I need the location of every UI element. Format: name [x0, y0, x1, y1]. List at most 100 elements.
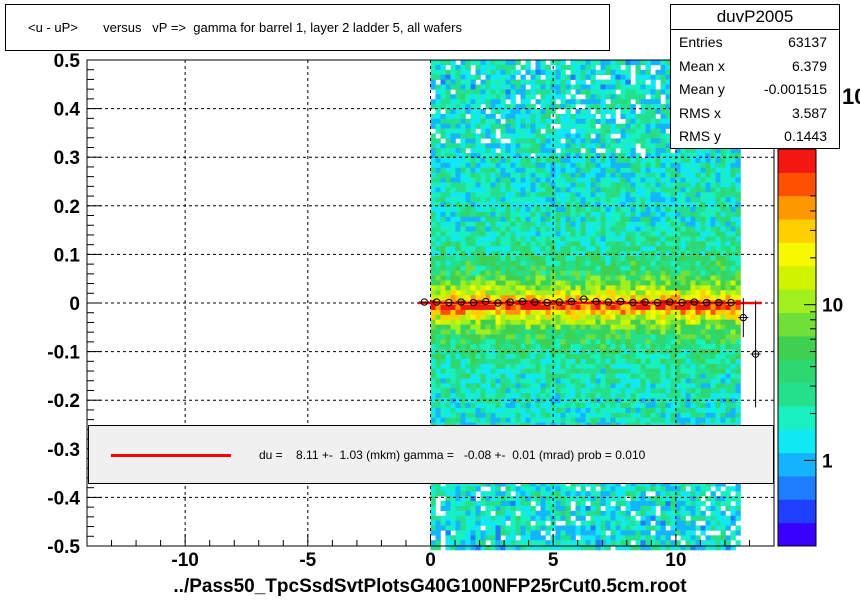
heatmap-cell	[580, 187, 586, 193]
heatmap-cell	[635, 256, 641, 262]
heatmap-cell	[685, 358, 691, 365]
heatmap-cell	[480, 246, 486, 252]
heatmap-cell	[555, 270, 561, 276]
heatmap-cell	[520, 309, 526, 316]
heatmap-cell	[445, 138, 451, 144]
heatmap-cell	[680, 182, 686, 188]
heatmap-cell	[615, 358, 621, 365]
heatmap-cell	[630, 290, 636, 296]
heatmap-cell	[590, 275, 596, 281]
heatmap-cell	[655, 354, 661, 360]
heatmap-cell	[645, 187, 651, 193]
heatmap-cell	[645, 226, 651, 232]
heatmap-cell	[680, 339, 686, 345]
heatmap-cell	[570, 64, 576, 71]
heatmap-cell	[550, 403, 556, 409]
heatmap-cell	[645, 153, 651, 159]
heatmap-cell	[670, 275, 676, 281]
heatmap-cell	[655, 324, 661, 330]
heatmap-cell	[575, 309, 581, 316]
heatmap-cell	[450, 241, 456, 247]
heatmap-cell	[665, 113, 671, 120]
heatmap-cell	[580, 545, 586, 551]
heatmap-cell	[450, 383, 456, 389]
heatmap-cell	[660, 383, 666, 389]
heatmap-cell	[640, 349, 646, 355]
heatmap-cell	[580, 344, 586, 350]
heatmap-cell	[430, 158, 436, 164]
heatmap-cell	[660, 290, 666, 296]
heatmap-cell	[450, 187, 456, 193]
heatmap-cell	[615, 270, 621, 276]
heatmap-cell	[490, 305, 496, 311]
heatmap-cell	[600, 172, 606, 178]
heatmap-cell	[655, 260, 661, 267]
heatmap-cell	[665, 481, 671, 487]
heatmap-cell	[565, 412, 571, 418]
heatmap-cell	[530, 118, 536, 124]
heatmap-cell	[605, 256, 611, 262]
heatmap-cell	[545, 285, 551, 291]
heatmap-cell	[510, 202, 516, 208]
heatmap-cell	[655, 407, 661, 414]
heatmap-cell	[515, 349, 521, 355]
heatmap-cell	[640, 260, 646, 267]
heatmap-cell	[595, 329, 601, 335]
heatmap-cell	[610, 383, 616, 389]
heatmap-cell	[470, 231, 476, 237]
heatmap-cell	[445, 177, 451, 183]
heatmap-cell	[540, 94, 546, 100]
heatmap-cell	[460, 358, 466, 365]
heatmap-cell	[555, 280, 561, 286]
heatmap-cell	[460, 256, 466, 262]
heatmap-cell	[460, 177, 466, 183]
heatmap-cell	[665, 172, 671, 178]
heatmap-cell	[670, 403, 676, 409]
heatmap-cell	[485, 324, 491, 330]
heatmap-cell	[560, 314, 566, 320]
heatmap-cell	[520, 158, 526, 164]
heatmap-cell	[645, 123, 651, 129]
heatmap-cell	[635, 339, 641, 345]
heatmap-cell	[530, 143, 536, 149]
heatmap-cell	[585, 251, 591, 257]
heatmap-cell	[555, 412, 561, 418]
heatmap-cell	[460, 505, 466, 512]
heatmap-cell	[630, 270, 636, 276]
heatmap-cell	[645, 398, 651, 404]
heatmap-cell	[530, 280, 536, 286]
heatmap-cell	[445, 211, 451, 218]
heatmap-cell	[495, 329, 501, 335]
heatmap-cell	[505, 94, 511, 100]
heatmap-cell	[625, 412, 631, 418]
heatmap-cell	[535, 69, 541, 75]
heatmap-cell	[465, 505, 471, 512]
heatmap-cell	[455, 329, 461, 335]
heatmap-cell	[670, 368, 676, 374]
heatmap-cell	[560, 226, 566, 232]
heatmap-cell	[600, 363, 606, 369]
heatmap-cell	[520, 104, 526, 110]
heatmap-cell	[655, 501, 661, 507]
heatmap-cell	[620, 407, 626, 414]
heatmap-cell	[530, 216, 536, 222]
heatmap-cell	[520, 545, 526, 551]
heatmap-cell	[615, 505, 621, 512]
heatmap-cell	[470, 417, 476, 423]
heatmap-cell	[575, 167, 581, 173]
heatmap-cell	[465, 280, 471, 286]
heatmap-cell	[675, 216, 681, 222]
heatmap-cell	[465, 305, 471, 311]
heatmap-cell	[665, 510, 671, 516]
heatmap-cell	[470, 162, 476, 169]
heatmap-cell	[535, 172, 541, 178]
heatmap-cell	[610, 349, 616, 355]
heatmap-cell	[675, 162, 681, 169]
heatmap-cell	[585, 197, 591, 203]
heatmap-cell	[655, 251, 661, 257]
heatmap-cell	[605, 349, 611, 355]
heatmap-cell	[495, 84, 501, 90]
heatmap-cell	[525, 339, 531, 345]
heatmap-cell	[635, 133, 641, 139]
heatmap-cell	[510, 192, 516, 198]
